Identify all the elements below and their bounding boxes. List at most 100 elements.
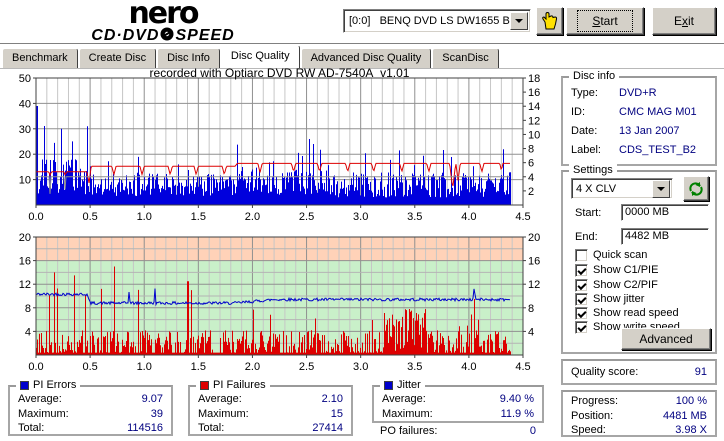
pi-errors-marker-icon (20, 380, 29, 390)
pi-failures-total: 27414 (312, 422, 343, 434)
disc-info-group-title: Disc info (569, 70, 620, 82)
speed-value: 3.98 X (675, 424, 707, 436)
svg-text:8: 8 (528, 144, 534, 156)
checkbox-box (575, 263, 588, 277)
svg-text:12: 12 (19, 279, 31, 291)
speed-row: Speed: 3.98 X (571, 424, 707, 436)
hand-icon (541, 11, 557, 30)
tab-create-disc[interactable]: Create Disc (78, 48, 157, 68)
svg-text:12: 12 (528, 115, 540, 127)
advanced-button[interactable]: Advanced (621, 328, 711, 350)
svg-text:4: 4 (25, 326, 31, 338)
scan-speed-dropdown-button[interactable] (652, 179, 670, 198)
checkbox-show-read-speed[interactable]: Show read speed (575, 306, 679, 320)
drive-selector-value: [0:0] BENQ DVD LS DW1655 BCHB (349, 15, 510, 27)
exit-button[interactable]: Exit (652, 7, 716, 35)
start-field-label: Start: (575, 207, 602, 219)
svg-text:12: 12 (528, 279, 540, 291)
svg-text:0.0: 0.0 (28, 361, 43, 373)
svg-text:3.5: 3.5 (407, 211, 422, 223)
checkbox-label: Show jitter (593, 293, 645, 305)
svg-text:8: 8 (528, 303, 534, 315)
end-field[interactable]: 4482 MB (621, 228, 709, 245)
tab-disc-quality[interactable]: Disc Quality (220, 45, 300, 68)
svg-text:1.0: 1.0 (137, 361, 152, 373)
stat-row: Average: 2.10 (198, 393, 343, 405)
nero-logo-text: nero (128, 0, 199, 31)
svg-text:2.5: 2.5 (299, 211, 314, 223)
checkbox-show-c2-pif[interactable]: Show C2/PIF (575, 278, 658, 292)
svg-text:40: 40 (19, 98, 31, 110)
disc-date-value: 13 Jan 2007 (619, 125, 680, 137)
checkbox-show-c1-pie[interactable]: Show C1/PIE (575, 263, 658, 277)
quality-score-box: Quality score: 91 (561, 359, 717, 385)
logo-speed: SPEED (175, 27, 235, 44)
checkbox-box (575, 248, 588, 262)
checkbox-quick-scan[interactable]: Quick scan (575, 248, 647, 262)
start-button-label: Start (577, 10, 633, 32)
drive-selector[interactable]: [0:0] BENQ DVD LS DW1655 BCHB (343, 9, 531, 33)
drive-selector-dropdown-button[interactable] (510, 12, 528, 30)
svg-text:4: 4 (528, 172, 534, 184)
svg-text:50: 50 (19, 73, 31, 85)
po-failures-row: PO failures: 0 (374, 425, 544, 437)
disc-type-value: DVD+R (619, 87, 657, 99)
stat-row: Total: 27414 (198, 422, 343, 434)
checkbox-label: Show read speed (593, 307, 679, 319)
checkbox-box (575, 278, 588, 292)
position-value: 4481 MB (662, 409, 707, 422)
disc-label-row: Label: CDS_TEST_B2 (563, 141, 715, 160)
pi-failures-legend: PI Failures (196, 379, 270, 391)
logo-cddvd: CD·DVD (91, 27, 160, 44)
svg-text:2: 2 (528, 186, 534, 198)
svg-text:16: 16 (19, 256, 31, 268)
start-button[interactable]: Start (566, 7, 644, 35)
svg-text:4.0: 4.0 (461, 211, 476, 223)
toolbar-divider (0, 43, 724, 45)
disc-label-value: CDS_TEST_B2 (619, 144, 697, 156)
disc-icon (160, 27, 174, 45)
eject-button[interactable] (536, 7, 563, 35)
svg-text:0.0: 0.0 (28, 211, 43, 223)
pi-errors-average: 9.07 (141, 393, 163, 405)
checkbox-show-jitter[interactable]: Show jitter (575, 292, 644, 306)
pi-failures-stats-box: PI Failures Average: 2.10 Maximum: 15 Tota… (188, 379, 353, 436)
svg-text:4.5: 4.5 (515, 361, 530, 373)
refresh-button[interactable] (683, 176, 709, 201)
checkbox-box (575, 306, 588, 320)
chevron-down-icon (657, 186, 665, 191)
svg-text:8: 8 (25, 303, 31, 315)
pi-failures-marker-icon (200, 380, 209, 390)
jitter-stats-box: Jitter Average: 9.40 % Maximum: 11.9 % (372, 379, 544, 423)
pi-errors-maximum: 39 (150, 407, 163, 420)
tab-disc-info[interactable]: Disc Info (157, 48, 220, 68)
svg-text:1.5: 1.5 (191, 361, 206, 373)
tabbar-underline (0, 68, 724, 69)
checkbox-box (575, 292, 588, 306)
refresh-icon (689, 181, 703, 196)
settings-group: Settings 4 X CLV Start: 0000 MB End: 448… (561, 164, 717, 354)
svg-text:0.5: 0.5 (82, 361, 97, 373)
tab-scandisc[interactable]: ScanDisc (432, 48, 499, 68)
exit-button-label: Exit (673, 14, 694, 28)
po-failures-value: 0 (529, 425, 536, 437)
stat-row: Average: 9.40 % (382, 393, 534, 405)
settings-group-title: Settings (569, 164, 617, 176)
chevron-down-icon (515, 19, 523, 23)
scan-speed-value: 4 X CLV (576, 182, 617, 195)
jitter-legend: Jitter (380, 379, 425, 391)
disc-info-group: Disc info Type: DVD+R ID: CMC MAG M01 Date… (561, 70, 717, 166)
quality-score-value: 91 (694, 365, 707, 378)
advanced-button-label: Advanced (639, 332, 693, 346)
stat-row: Maximum: 11.9 % (382, 407, 534, 420)
svg-text:4.5: 4.5 (515, 211, 530, 223)
tab-advanced-disc-quality[interactable]: Advanced Disc Quality (300, 48, 432, 68)
cd-dvd-speed-logo-text: CD·DVD SPEED (8, 27, 318, 45)
stat-row: Total: 114516 (18, 422, 163, 434)
jitter-maximum: 11.9 % (500, 407, 534, 420)
scan-speed-selector[interactable]: 4 X CLV (571, 178, 673, 199)
pi-errors-speed-chart: 50 40 30 20 10 18 16 14 12 10 8 6 4 2 0.0 0.5 1.0 1.5 2.0 2… (19, 73, 541, 223)
tab-benchmark[interactable]: Benchmark (2, 48, 78, 68)
svg-text:2.5: 2.5 (299, 361, 314, 373)
start-field[interactable]: 0000 MB (621, 204, 709, 221)
